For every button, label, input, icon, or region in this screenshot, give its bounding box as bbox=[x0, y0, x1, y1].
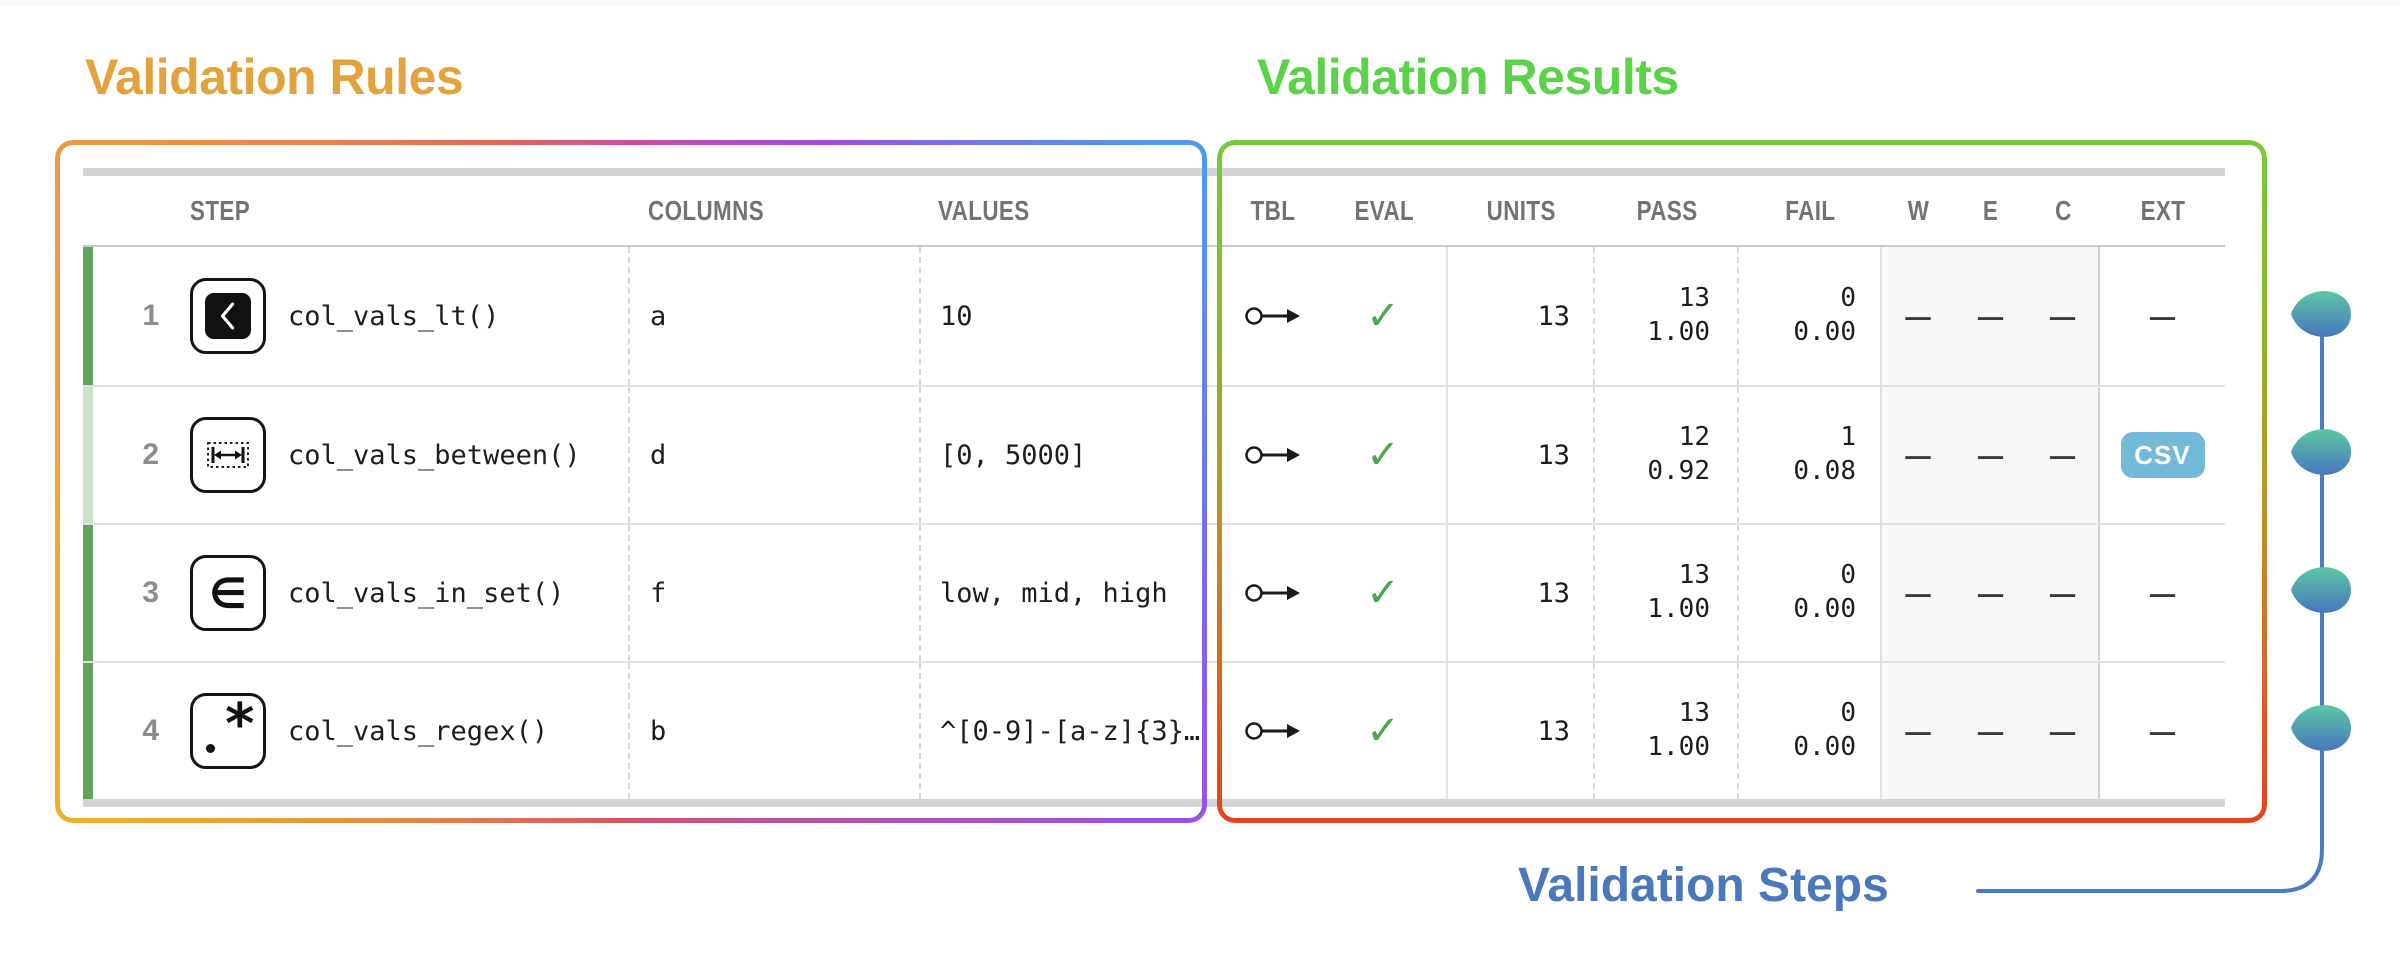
header-units: UNITS bbox=[1486, 194, 1557, 226]
table-header-row: STEP COLUMNS VALUES TBL EVAL UNITS PASS … bbox=[83, 176, 2225, 247]
header-values: VALUES bbox=[938, 194, 1030, 226]
step-number: 4 bbox=[142, 714, 159, 747]
units-value: 13 bbox=[1448, 663, 1595, 799]
header-tbl: TBL bbox=[1250, 194, 1295, 226]
extract-dash: — bbox=[2149, 706, 2176, 755]
pass-fraction: 13 1.00 bbox=[1647, 698, 1710, 762]
csv-download-button[interactable]: CSV bbox=[2120, 432, 2205, 478]
eval-check-icon: ✓ bbox=[1366, 293, 1400, 339]
fail-fraction: 0 0.00 bbox=[1793, 283, 1856, 347]
table-bottom-bar bbox=[83, 799, 2225, 807]
fail-fraction: 0 0.00 bbox=[1793, 698, 1856, 762]
step-fn-label: col_vals_between() bbox=[288, 439, 581, 471]
units-value: 13 bbox=[1448, 525, 1595, 661]
units-value: 13 bbox=[1448, 247, 1595, 385]
units-value: 13 bbox=[1448, 387, 1595, 523]
table-arrow-icon bbox=[1244, 584, 1300, 602]
critical-dash: — bbox=[2049, 706, 2076, 755]
values-value: ^[0-9]-[a-z]{3}… bbox=[940, 715, 1201, 747]
results-title: Validation Results bbox=[1257, 49, 1679, 105]
eval-check-icon: ✓ bbox=[1366, 570, 1400, 616]
critical-dash: — bbox=[2049, 430, 2076, 479]
table-row: 3 ∈ col_vals_in_set() f low, mid, high ✓… bbox=[83, 523, 2225, 661]
critical-dash: — bbox=[2049, 291, 2076, 340]
critical-dash: — bbox=[2049, 568, 2076, 617]
warn-dash: — bbox=[1905, 706, 1931, 755]
pass-fraction: 13 1.00 bbox=[1647, 560, 1710, 624]
table-row: 2 col_vals_between() d [0, 5000] ✓ 13 12… bbox=[83, 385, 2225, 523]
step-marker-1 bbox=[2291, 291, 2351, 337]
eval-check-icon: ✓ bbox=[1366, 708, 1400, 754]
between-icon bbox=[190, 417, 266, 493]
table-row: 1 col_vals_lt() a 10 ✓ 13 13 1.00 0 0.00 —… bbox=[83, 247, 2225, 385]
columns-value: d bbox=[630, 387, 921, 523]
extract-dash: — bbox=[2149, 568, 2176, 617]
error-dash: — bbox=[1977, 430, 2004, 479]
extract-dash: — bbox=[2149, 291, 2176, 340]
warn-dash: — bbox=[1905, 568, 1931, 617]
error-dash: — bbox=[1977, 291, 2004, 340]
step-number: 2 bbox=[142, 438, 159, 471]
step-number: 3 bbox=[142, 576, 159, 609]
header-w: W bbox=[1907, 194, 1929, 226]
values-value: low, mid, high bbox=[940, 577, 1168, 609]
table-arrow-icon bbox=[1244, 722, 1300, 740]
step-fn-label: col_vals_in_set() bbox=[288, 577, 565, 609]
status-strip bbox=[83, 247, 93, 385]
values-value: 10 bbox=[940, 300, 973, 332]
pass-fraction: 12 0.92 bbox=[1647, 422, 1710, 486]
status-strip bbox=[83, 663, 93, 799]
table-arrow-icon bbox=[1244, 446, 1300, 464]
table-arrow-icon bbox=[1244, 307, 1300, 325]
error-dash: — bbox=[1977, 568, 2004, 617]
table-top-bar bbox=[83, 168, 2225, 176]
header-step: STEP bbox=[190, 194, 251, 226]
warn-dash: — bbox=[1905, 430, 1931, 479]
status-strip bbox=[83, 525, 93, 661]
in-set-icon: ∈ bbox=[190, 555, 266, 631]
eval-check-icon: ✓ bbox=[1366, 432, 1400, 478]
regex-icon: * bbox=[190, 692, 266, 769]
error-dash: — bbox=[1977, 706, 2004, 755]
step-marker-3 bbox=[2291, 567, 2351, 613]
header-ext: EXT bbox=[2140, 194, 2185, 226]
fail-fraction: 1 0.08 bbox=[1793, 422, 1856, 486]
columns-value: f bbox=[630, 525, 921, 661]
header-pass: PASS bbox=[1636, 194, 1698, 226]
step-marker-2 bbox=[2291, 429, 2351, 475]
validation-table: STEP COLUMNS VALUES TBL EVAL UNITS PASS … bbox=[83, 168, 2225, 807]
warn-dash: — bbox=[1905, 291, 1931, 340]
pass-fraction: 13 1.00 bbox=[1647, 283, 1710, 347]
top-band bbox=[0, 0, 2400, 6]
header-columns: COLUMNS bbox=[648, 194, 765, 226]
fail-fraction: 0 0.00 bbox=[1793, 560, 1856, 624]
rules-title: Validation Rules bbox=[85, 49, 464, 105]
header-e: E bbox=[1982, 194, 1999, 226]
header-eval: EVAL bbox=[1354, 194, 1414, 226]
step-marker-4 bbox=[2291, 705, 2351, 751]
table-row: 4 * col_vals_regex() b ^[0-9]-[a-z]{3}… … bbox=[83, 661, 2225, 799]
header-fail: FAIL bbox=[1785, 194, 1836, 226]
columns-value: b bbox=[630, 663, 921, 799]
header-c: C bbox=[2055, 194, 2072, 226]
step-fn-label: col_vals_lt() bbox=[288, 300, 500, 332]
steps-title: Validation Steps bbox=[1518, 859, 1889, 912]
status-strip bbox=[83, 387, 93, 523]
less-than-icon bbox=[190, 278, 266, 354]
step-fn-label: col_vals_regex() bbox=[288, 715, 549, 747]
step-number: 1 bbox=[142, 299, 159, 332]
columns-value: a bbox=[630, 247, 921, 385]
values-value: [0, 5000] bbox=[940, 439, 1087, 471]
